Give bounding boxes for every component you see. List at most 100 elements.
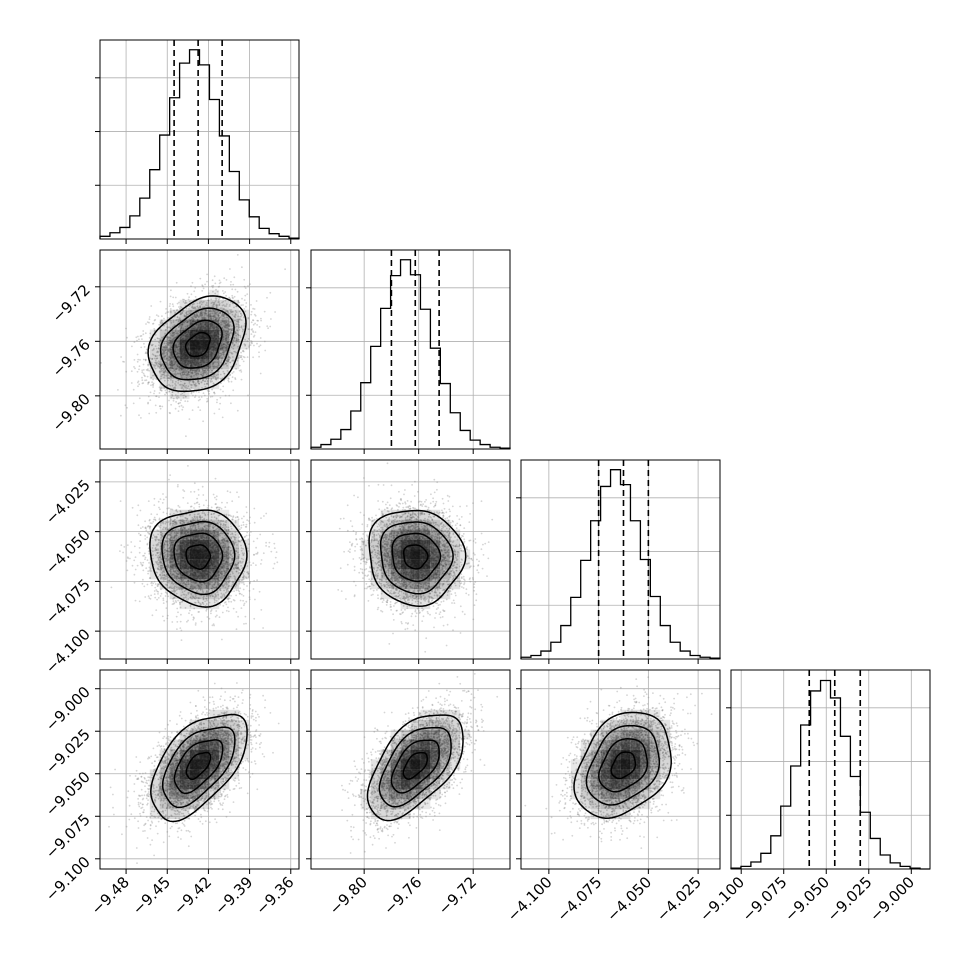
sample-point — [206, 302, 208, 304]
sample-point — [174, 311, 177, 314]
sample-point — [162, 373, 164, 376]
sample-point — [213, 596, 216, 598]
sample-point — [235, 363, 238, 366]
sample-point — [168, 383, 170, 386]
sample-point — [181, 369, 183, 371]
sample-point — [168, 390, 171, 393]
sample-point — [229, 374, 231, 377]
sample-point — [205, 519, 208, 521]
sample-point — [227, 358, 230, 361]
sample-point — [186, 373, 189, 376]
sample-point — [157, 362, 160, 364]
sample-point — [176, 318, 179, 321]
sample-point — [208, 523, 210, 525]
sample-point — [181, 373, 184, 376]
sample-point — [234, 313, 237, 316]
density-cell — [179, 329, 190, 340]
sample-point — [250, 328, 253, 331]
density-cell — [199, 369, 210, 380]
sample-point — [220, 347, 223, 350]
sample-point — [207, 383, 209, 386]
sample-point — [224, 543, 226, 545]
sample-point — [220, 352, 223, 355]
sample-point — [195, 516, 198, 518]
sample-point — [217, 376, 219, 379]
sample-point — [212, 317, 215, 320]
sample-point — [238, 324, 240, 326]
sample-point — [172, 570, 175, 572]
sample-point — [191, 372, 194, 374]
sample-point — [235, 570, 238, 573]
sample-point — [218, 337, 221, 340]
sample-point — [160, 568, 163, 571]
sample-point — [221, 344, 224, 346]
sample-point — [176, 575, 179, 577]
sample-point — [207, 314, 210, 317]
sample-point — [258, 590, 261, 593]
sample-point — [157, 347, 160, 349]
sample-point — [159, 405, 162, 407]
sample-point — [145, 529, 148, 532]
sample-point — [230, 562, 233, 565]
sample-point — [202, 287, 205, 290]
sample-point — [174, 521, 177, 524]
sample-point — [238, 357, 241, 359]
sample-point — [201, 374, 204, 377]
sample-point — [193, 316, 196, 318]
sample-point — [246, 293, 249, 295]
sample-point — [222, 562, 225, 565]
sample-point — [170, 379, 172, 381]
sample-point — [228, 324, 231, 327]
sample-point — [173, 589, 176, 592]
sample-point — [148, 569, 151, 572]
sample-point — [209, 310, 211, 313]
sample-point — [199, 522, 202, 525]
sample-point — [138, 383, 141, 386]
sample-point — [213, 365, 216, 368]
sample-point — [196, 518, 199, 521]
sample-point — [204, 317, 207, 320]
sample-point — [162, 346, 165, 348]
sample-point — [228, 581, 230, 584]
sample-point — [223, 570, 226, 573]
sample-point — [181, 323, 184, 326]
sample-point — [190, 369, 192, 371]
sample-point — [220, 357, 223, 360]
sample-point — [120, 356, 122, 358]
sample-point — [219, 557, 222, 560]
sample-point — [151, 353, 154, 355]
contour-line — [172, 319, 223, 369]
sample-point — [196, 584, 199, 586]
sample-point — [172, 397, 175, 400]
sample-point — [207, 292, 210, 295]
sample-point — [191, 369, 194, 372]
sample-point — [223, 575, 226, 577]
sample-point — [164, 349, 167, 352]
sample-point — [154, 596, 157, 599]
sample-point — [242, 578, 244, 581]
sample-point — [171, 394, 174, 396]
sample-point — [158, 363, 160, 366]
sample-point — [187, 536, 190, 538]
sample-point — [207, 377, 210, 380]
sample-point — [198, 396, 201, 398]
sample-point — [203, 316, 206, 319]
sample-point — [147, 570, 150, 573]
sample-point — [173, 361, 176, 363]
sample-point — [155, 536, 158, 539]
sample-point — [190, 371, 192, 374]
sample-point — [207, 377, 210, 380]
sample-point — [219, 543, 222, 546]
sample-point — [138, 365, 141, 368]
sample-point — [157, 554, 160, 557]
sample-point — [204, 312, 207, 315]
sample-point — [164, 369, 167, 372]
density-cell — [239, 339, 250, 350]
sample-point — [185, 585, 188, 588]
sample-point — [185, 311, 188, 313]
sample-point — [201, 370, 204, 373]
density-cell — [199, 329, 210, 340]
sample-point — [254, 322, 256, 325]
sample-point — [141, 564, 144, 566]
sample-point — [167, 359, 170, 361]
